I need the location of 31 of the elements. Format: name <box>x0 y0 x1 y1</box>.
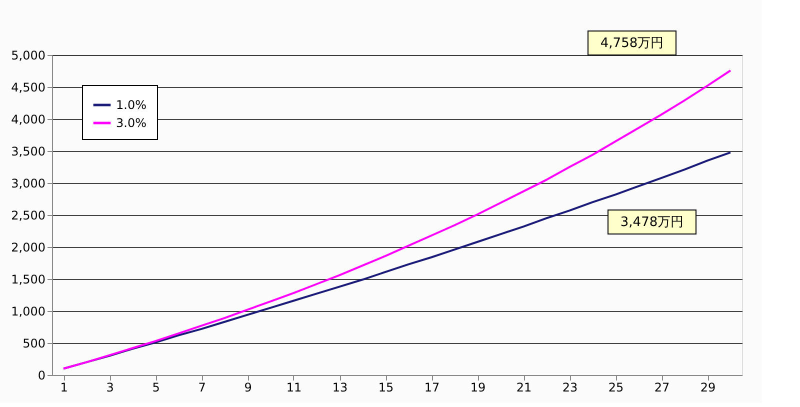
x-tick-label: 21 <box>516 380 532 394</box>
annotation: 3,478万円 <box>620 215 684 230</box>
x-tick-label: 17 <box>424 380 440 394</box>
y-tick-label: 500 <box>22 336 46 350</box>
x-tick-label: 13 <box>332 380 348 394</box>
y-tick-label: 1,500 <box>11 272 46 286</box>
x-tick-label: 3 <box>106 380 114 394</box>
y-tick-label: 3,500 <box>11 144 46 158</box>
y-tick-label: 0 <box>38 368 46 382</box>
x-tick-label: 23 <box>562 380 578 394</box>
y-tick-label: 4,000 <box>11 112 46 126</box>
text: 4,758万円 <box>600 36 664 51</box>
x-tick-label: 9 <box>244 380 252 394</box>
x-tick-label: 25 <box>608 380 624 394</box>
legend-label: 1.0% <box>116 98 146 112</box>
x-tick-label: 7 <box>198 380 206 394</box>
x-tick-label: 27 <box>654 380 670 394</box>
y-tick-label: 2,000 <box>11 240 46 254</box>
y-tick-label: 2,500 <box>11 208 46 222</box>
y-tick-label: 4,500 <box>11 80 46 94</box>
y-tick-label: 5,000 <box>11 48 46 62</box>
y-tick-label: 1,000 <box>11 304 46 318</box>
y-tick-label: 3,000 <box>11 176 46 190</box>
x-tick-label: 1 <box>60 380 68 394</box>
x-tick-label: 15 <box>378 380 394 394</box>
x-tick-label: 5 <box>152 380 160 394</box>
line-series <box>62 69 732 370</box>
legend-label: 3.0% <box>116 116 146 130</box>
x-tick-label: 29 <box>700 380 716 394</box>
x-tick-label: 11 <box>286 380 302 394</box>
x-tick-label: 19 <box>470 380 486 394</box>
